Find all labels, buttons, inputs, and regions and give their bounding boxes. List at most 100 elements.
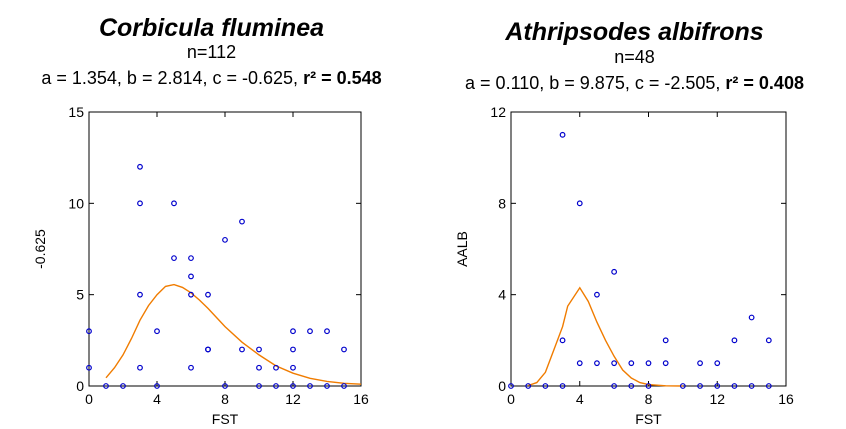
fit-parameters: a = 1.354, b = 2.814, c = -0.625, r² = 0… [0, 68, 423, 89]
chart-title: Corbicula fluminea [98, 14, 325, 42]
data-point [256, 383, 262, 389]
x-tick-label: 12 [709, 391, 725, 407]
y-tick-label: 10 [68, 195, 84, 211]
sample-size-label: n=112 [186, 42, 237, 62]
x-tick-label: 12 [285, 391, 301, 407]
y-axis-label: -0.625 [32, 229, 48, 269]
scatter-plot: 0 4 8 12 16 0 4 8 12 FST AALB [454, 104, 794, 427]
data-point [205, 291, 211, 298]
x-tick-label: 0 [85, 391, 93, 407]
data-point [731, 337, 738, 344]
y-tick-label: 0 [498, 378, 506, 394]
fit-parameters: a = 0.110, b = 9.875, c = -2.505, r² = 0… [423, 73, 846, 94]
chart-panel-athripsodes: Athripsodes albifrons n=48 a = 0.110, b … [423, 0, 846, 429]
y-tick-label: 4 [498, 287, 506, 303]
fitted-curve [527, 286, 683, 387]
data-point [273, 383, 279, 389]
x-tick-label: 4 [153, 391, 161, 407]
plot-frame [510, 111, 787, 387]
x-axis-label: FST [635, 411, 662, 427]
x-tick-label: 8 [221, 391, 229, 407]
data-point [188, 291, 194, 298]
data-point [154, 383, 160, 389]
data-point [341, 346, 347, 353]
data-point [290, 346, 296, 353]
data-point [611, 268, 618, 275]
data-point [714, 360, 721, 367]
data-point [611, 360, 618, 367]
data-point [239, 346, 245, 353]
data-point [697, 383, 703, 389]
data-point [559, 337, 566, 344]
data-point [290, 364, 296, 371]
data-point [576, 360, 583, 367]
data-point [273, 364, 279, 371]
data-point [714, 383, 721, 389]
data-point [559, 383, 566, 389]
data-point [222, 383, 228, 389]
r-squared-value: r² = 0.408 [725, 73, 804, 93]
data-point [137, 200, 143, 207]
data-point [765, 337, 772, 344]
x-tick-label: 4 [576, 391, 584, 407]
data-point [188, 364, 194, 371]
y-tick-label: 5 [76, 287, 84, 303]
y-tick-label: 12 [490, 104, 506, 120]
data-point [120, 383, 126, 389]
data-point [341, 383, 347, 389]
data-point [697, 360, 703, 367]
y-tick-label: 0 [76, 378, 84, 394]
data-point [542, 383, 549, 389]
sample-size-label: n=48 [614, 47, 655, 67]
data-point [324, 383, 330, 389]
r-squared-value: r² = 0.548 [303, 68, 382, 88]
data-point [256, 346, 262, 353]
data-point [765, 383, 772, 389]
data-point [188, 273, 194, 280]
x-tick-label: 0 [507, 391, 515, 407]
data-point [222, 236, 228, 243]
data-point [662, 360, 669, 367]
data-point [137, 364, 143, 371]
plot-frame [88, 111, 362, 387]
data-point [576, 200, 583, 207]
data-point [645, 383, 652, 389]
fit-params-text: a = 1.354, b = 2.814, c = -0.625, [41, 68, 299, 88]
data-point [290, 328, 296, 335]
data-point [290, 383, 296, 389]
data-point [307, 328, 313, 335]
data-point [154, 328, 160, 335]
data-point [628, 360, 635, 367]
y-tick-label: 15 [68, 104, 84, 120]
fitted-curve [105, 283, 362, 385]
x-tick-label: 16 [353, 391, 369, 407]
x-tick-label: 16 [778, 391, 794, 407]
data-point [256, 364, 262, 371]
data-point [307, 383, 313, 389]
data-point [171, 255, 177, 262]
scatter-plot: 0 4 8 12 16 0 5 10 15 FST -0.625 [32, 104, 369, 427]
fit-params-text: a = 0.110, b = 9.875, c = -2.505, [465, 73, 721, 93]
data-point [748, 314, 755, 321]
data-point [86, 364, 92, 371]
data-point [594, 291, 600, 298]
data-point [188, 255, 194, 262]
data-point [205, 346, 211, 353]
data-point [679, 383, 686, 389]
data-point [748, 383, 755, 389]
data-point [611, 383, 618, 389]
data-point [86, 328, 92, 335]
data-point [137, 291, 143, 298]
data-point [324, 328, 330, 335]
chart-title: Athripsodes albifrons [505, 18, 764, 46]
data-point [525, 383, 532, 389]
y-axis-label: AALB [454, 231, 470, 267]
data-point [559, 131, 566, 138]
data-point [731, 383, 738, 389]
data-point [137, 163, 143, 170]
data-point [171, 200, 177, 207]
x-tick-label: 8 [645, 391, 653, 407]
data-point [628, 383, 635, 389]
chart-panel-corbicula: Corbicula fluminea n=112 a = 1.354, b = … [0, 14, 423, 427]
data-point [662, 337, 669, 344]
